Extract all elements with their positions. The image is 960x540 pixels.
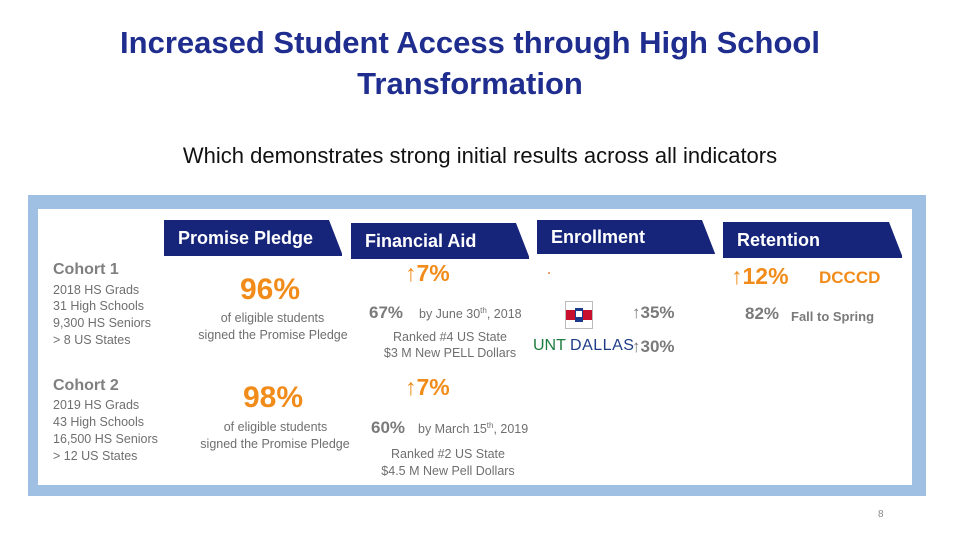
cohort-2-aid-date-text: by March 15 <box>418 422 487 437</box>
header-retention: Retention <box>723 222 903 258</box>
cohort-1-retention-text: Fall to Spring <box>791 309 875 324</box>
cohort-1-pledge-text: of eligible students <box>220 311 325 325</box>
cohort-2-aid-date-year: , 2019 <box>493 422 529 437</box>
cohort-1-aid-dollars: $3 M New PELL Dollars <box>383 346 517 360</box>
cohort-1-line: 2018 HS Grads <box>53 283 140 297</box>
unt-text: UNT <box>533 337 566 354</box>
cohort-1-pledge-text: signed the Promise Pledge <box>198 328 348 342</box>
unt-dallas-logo: UNT DALLAS <box>533 337 634 355</box>
cohort-2-aid-rank: Ranked #2 US State <box>391 447 505 461</box>
cohort-1-line: > 8 US States <box>53 333 131 347</box>
title-line-1: Increased Student Access through High Sc… <box>120 25 820 60</box>
dallas-text: DALLAS <box>570 337 635 354</box>
header-enrollment: Enrollment <box>537 220 716 256</box>
cohort-1-enroll-dcccd: ↑35% <box>632 303 675 323</box>
cohort-1-retention-percent: 82% <box>745 304 780 323</box>
cohort-1-aid-percent: 67% <box>369 303 404 322</box>
cohort-2-pledge-percent: 98% <box>243 381 304 414</box>
cohort-1-retention-value: 12% <box>742 263 789 289</box>
header-promise-pledge: Promise Pledge <box>164 220 343 256</box>
cohort-1-aid-date-text: by June 30 <box>419 307 481 322</box>
cohort-2-aid-increase-value: 7% <box>416 374 450 400</box>
cohort-1-line: 9,300 HS Seniors <box>53 316 151 330</box>
cohort-1-aid-date-sup: th <box>480 306 487 315</box>
cohort-1-aid-increase: ↑7% <box>405 260 450 287</box>
cohort-2-aid-percent: 60% <box>371 418 406 437</box>
cohort-2-title: Cohort 2 <box>53 377 119 394</box>
slide-subtitle: Which demonstrates strong initial result… <box>182 143 778 168</box>
up-arrow-icon: ↑ <box>731 263 743 289</box>
cohort-1-retention-org: DCCCD <box>819 268 881 287</box>
cohort-1-enroll-unt-value: 30% <box>640 337 675 356</box>
up-arrow-icon: ↑ <box>632 337 641 356</box>
cohort-2-pledge-text: signed the Promise Pledge <box>200 437 350 451</box>
cohort-1-retention-increase: ↑12% <box>731 263 789 290</box>
cohort-2-aid-dollars: $4.5 M New Pell Dollars <box>381 464 515 478</box>
cohort-2-aid-date-sup: th <box>486 421 494 430</box>
cohort-2-line: 43 High Schools <box>53 415 145 429</box>
cohort-1-enroll-dcccd-value: 35% <box>640 303 675 322</box>
title-line-2: Transformation <box>357 66 583 101</box>
slide-title: Increased Student Access through High Sc… <box>40 22 900 104</box>
cohort-1-line: 31 High Schools <box>53 299 145 313</box>
up-arrow-icon: ↑ <box>405 260 417 286</box>
cohort-2-pledge-text: of eligible students <box>223 420 328 434</box>
cohort-1-aid-rank: Ranked #4 US State <box>393 330 507 344</box>
cohort-1-aid-increase-value: 7% <box>416 260 450 286</box>
dcccd-flag-icon <box>565 301 593 329</box>
cohort-2-line: > 12 US States <box>53 449 138 463</box>
cohort-1-title: Cohort 1 <box>53 261 119 278</box>
enrollment-dot <box>548 272 550 274</box>
cohort-1-aid-date: by June 30th, 2018 <box>419 306 522 321</box>
page-number: 8 <box>878 509 884 520</box>
header-financial-aid: Financial Aid <box>351 223 530 259</box>
cohort-2-line: 16,500 HS Seniors <box>53 432 158 446</box>
up-arrow-icon: ↑ <box>632 303 641 322</box>
cohort-1-enroll-unt: ↑30% <box>632 337 675 357</box>
up-arrow-icon: ↑ <box>405 374 417 400</box>
cohort-2-aid-date: by March 15th, 2019 <box>418 421 528 436</box>
cohort-2-line: 2019 HS Grads <box>53 398 140 412</box>
cohort-1-pledge-percent: 96% <box>240 273 301 306</box>
cohort-2-aid-increase: ↑7% <box>405 374 450 401</box>
cohort-1-aid-date-year: , 2018 <box>486 307 522 322</box>
